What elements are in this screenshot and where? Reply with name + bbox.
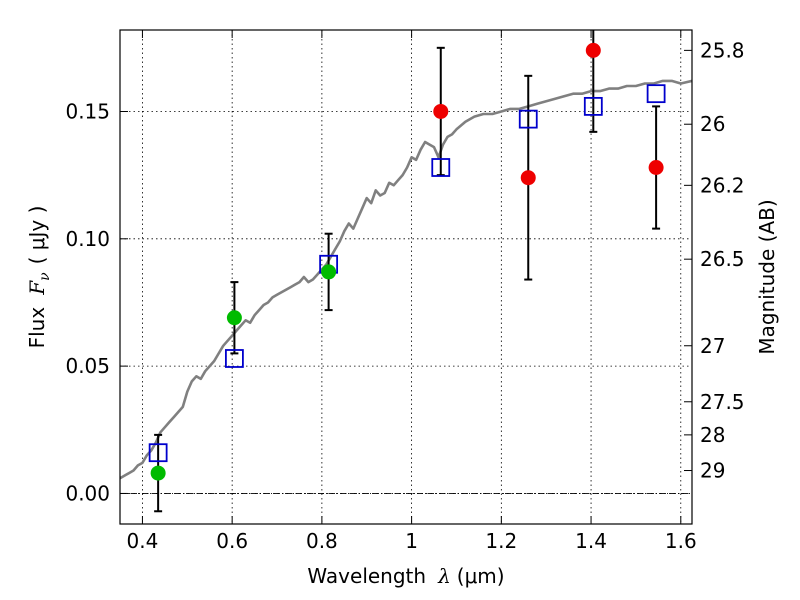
y-axis-title: Flux Fν ( μJy ) — [25, 206, 53, 349]
y2-tick-label: 26.5 — [700, 247, 745, 271]
x-tick-label: 0.8 — [306, 529, 338, 553]
nir-flux-point — [585, 42, 601, 58]
model-flux-square — [148, 443, 168, 463]
x-axis-title-units: (μm) — [457, 564, 505, 588]
y2-tick-label: 26 — [700, 112, 725, 136]
y-axis-title-subscript: ν — [37, 272, 53, 281]
y2-tick-label: 26.2 — [700, 173, 745, 197]
optical-flux-point — [150, 465, 166, 481]
grid-lines — [120, 30, 692, 524]
axis-ticks: 0.4 0.6 0.8 1 1.2 1.4 1.6 0.00 0.05 0.10 0.15 25.8 2… — [65, 30, 745, 553]
x-tick-label: 0.6 — [216, 529, 248, 553]
x-axis-title: Wavelength λ (μm) — [307, 564, 504, 588]
y-axis-title-units: ( μJy ) — [25, 206, 49, 265]
y2-tick-label: 28 — [700, 423, 725, 447]
nir-flux-point — [520, 170, 536, 186]
model-flux-square — [583, 96, 603, 116]
plot-area — [120, 30, 692, 513]
y2-tick-label: 27.5 — [700, 390, 745, 414]
y-tick-label: 0.00 — [65, 481, 110, 505]
model-flux-square — [646, 84, 666, 104]
x-axis-title-symbol: λ — [437, 564, 451, 588]
plot-frame — [119, 29, 693, 525]
y-tick-label: 0.05 — [65, 354, 110, 378]
x-tick-label: 1.2 — [485, 529, 517, 553]
y-tick-label: 0.10 — [65, 227, 110, 251]
optical-flux-point — [321, 264, 337, 280]
y2-axis-title: Magnitude (AB) — [755, 199, 779, 354]
x-tick-label: 1 — [405, 529, 418, 553]
model-flux-square — [224, 349, 244, 368]
x-tick-label: 0.4 — [127, 529, 159, 553]
y-axis-title-symbol: F — [25, 280, 49, 296]
model-flux-square — [431, 158, 451, 177]
nir-flux-point — [433, 103, 449, 119]
y-tick-label: 0.15 — [65, 99, 110, 123]
y2-tick-label: 27 — [700, 334, 725, 358]
x-tick-label: 1.4 — [575, 529, 607, 553]
nir-flux-point — [648, 160, 664, 176]
y2-tick-label: 25.8 — [700, 38, 745, 62]
sed-model-line — [120, 79, 692, 480]
y-axis-title-prefix: Flux — [25, 307, 49, 349]
model-flux-square — [518, 109, 538, 129]
x-tick-label: 1.6 — [665, 529, 697, 553]
x-axis-title-prefix: Wavelength — [307, 564, 426, 588]
y2-tick-label: 29 — [700, 459, 725, 483]
optical-flux-point — [226, 310, 242, 326]
